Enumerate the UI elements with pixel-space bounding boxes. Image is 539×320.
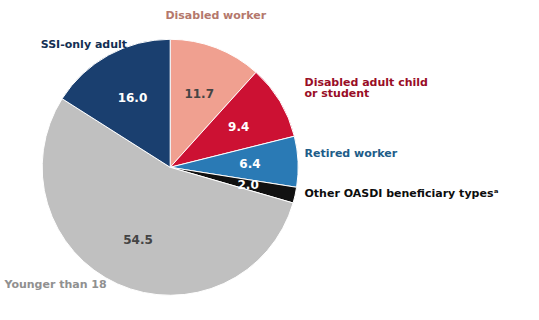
svg-text:Younger than 18: Younger than 18	[3, 278, 106, 291]
svg-text:6.4: 6.4	[239, 157, 260, 171]
svg-text:Other OASDI beneficiary typesᵃ: Other OASDI beneficiary typesᵃ	[305, 187, 499, 200]
svg-text:Disabled worker: Disabled worker	[165, 9, 266, 22]
svg-text:SSI-only adult: SSI-only adult	[41, 38, 127, 51]
svg-text:Disabled adult childor student: Disabled adult childor student	[305, 76, 428, 100]
svg-text:11.7: 11.7	[184, 87, 214, 101]
svg-text:Retired worker: Retired worker	[305, 147, 398, 160]
svg-text:2.0: 2.0	[237, 178, 258, 192]
svg-text:54.5: 54.5	[123, 233, 153, 247]
svg-text:9.4: 9.4	[228, 120, 249, 134]
svg-text:16.0: 16.0	[118, 91, 148, 105]
